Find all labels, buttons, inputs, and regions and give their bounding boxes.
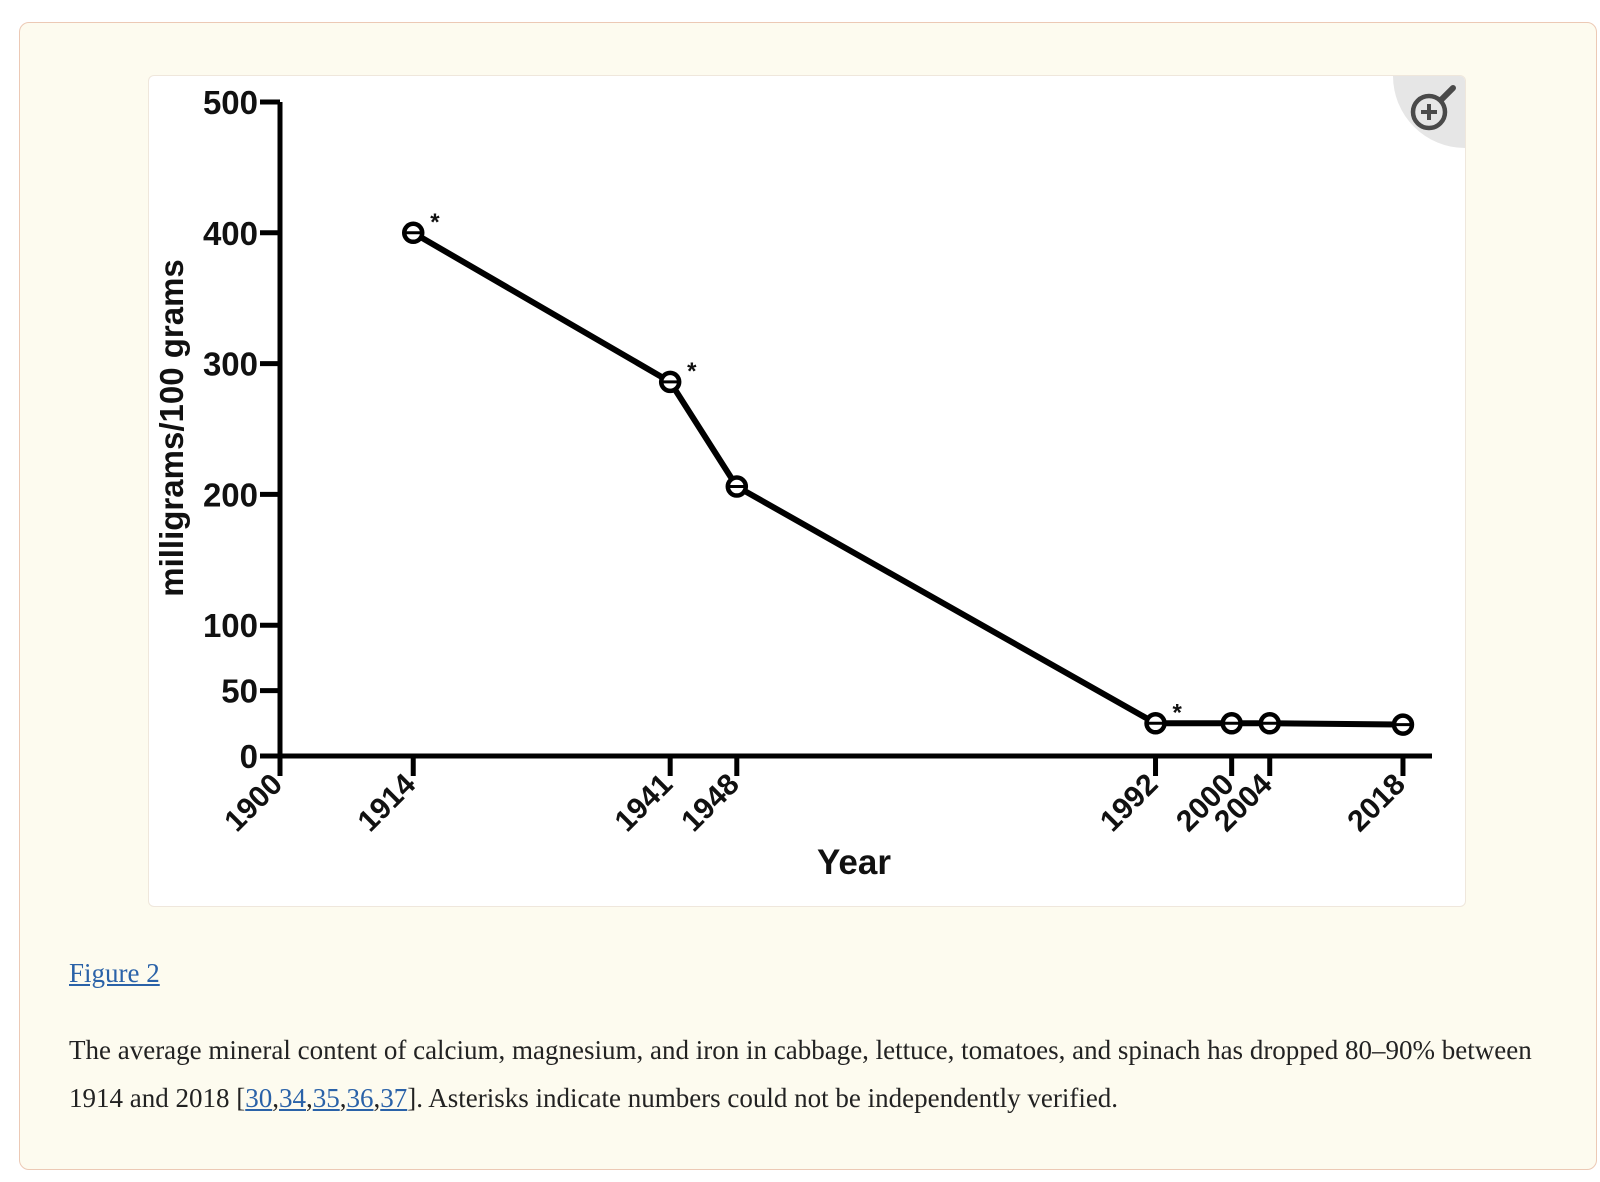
y-tick-label: 300: [203, 346, 258, 383]
caption-text-end: ]. Asterisks indicate numbers could not …: [407, 1083, 1119, 1113]
ref-link-30[interactable]: 30: [245, 1083, 273, 1113]
x-tick-label: 2018: [1341, 768, 1412, 839]
ref-link-35[interactable]: 35: [312, 1083, 340, 1113]
ref-link-36[interactable]: 36: [346, 1083, 374, 1113]
x-tick-label: 1992: [1094, 768, 1165, 839]
y-axis-label: milligrams/100 grams: [153, 259, 190, 597]
ref-link-34[interactable]: 34: [278, 1083, 306, 1113]
figure-link[interactable]: Figure 2: [69, 958, 160, 988]
asterisk-annotation: *: [1173, 699, 1183, 726]
x-tick-label: 1900: [218, 768, 289, 839]
chart-panel: 0 50 100 200 300 400 500 1900 1914 1941 1948 1992 20…: [148, 75, 1466, 907]
y-tick-label: 500: [203, 84, 258, 121]
caption-text-start: The average mineral content of calcium, …: [69, 1035, 1532, 1113]
y-tick-label: 100: [203, 607, 258, 644]
ref-link-37[interactable]: 37: [380, 1083, 408, 1113]
figure-container: 0 50 100 200 300 400 500 1900 1914 1941 1948 1992 20…: [19, 22, 1597, 1170]
x-tick-label: 1914: [352, 767, 423, 838]
x-tick-label: 1948: [675, 768, 746, 839]
x-axis-label: Year: [817, 843, 891, 882]
asterisk-annotation: *: [687, 358, 697, 385]
y-tick-label: 50: [221, 673, 258, 710]
zoom-in-icon: [1410, 85, 1456, 131]
y-tick-label: 200: [203, 476, 258, 513]
asterisk-annotation: *: [430, 209, 440, 236]
y-tick-label: 0: [240, 738, 258, 775]
x-tick-label: 1941: [609, 768, 680, 839]
y-tick-label: 400: [203, 215, 258, 252]
data-line: [411, 230, 1403, 728]
figure-caption: The average mineral content of calcium, …: [69, 1035, 1532, 1113]
